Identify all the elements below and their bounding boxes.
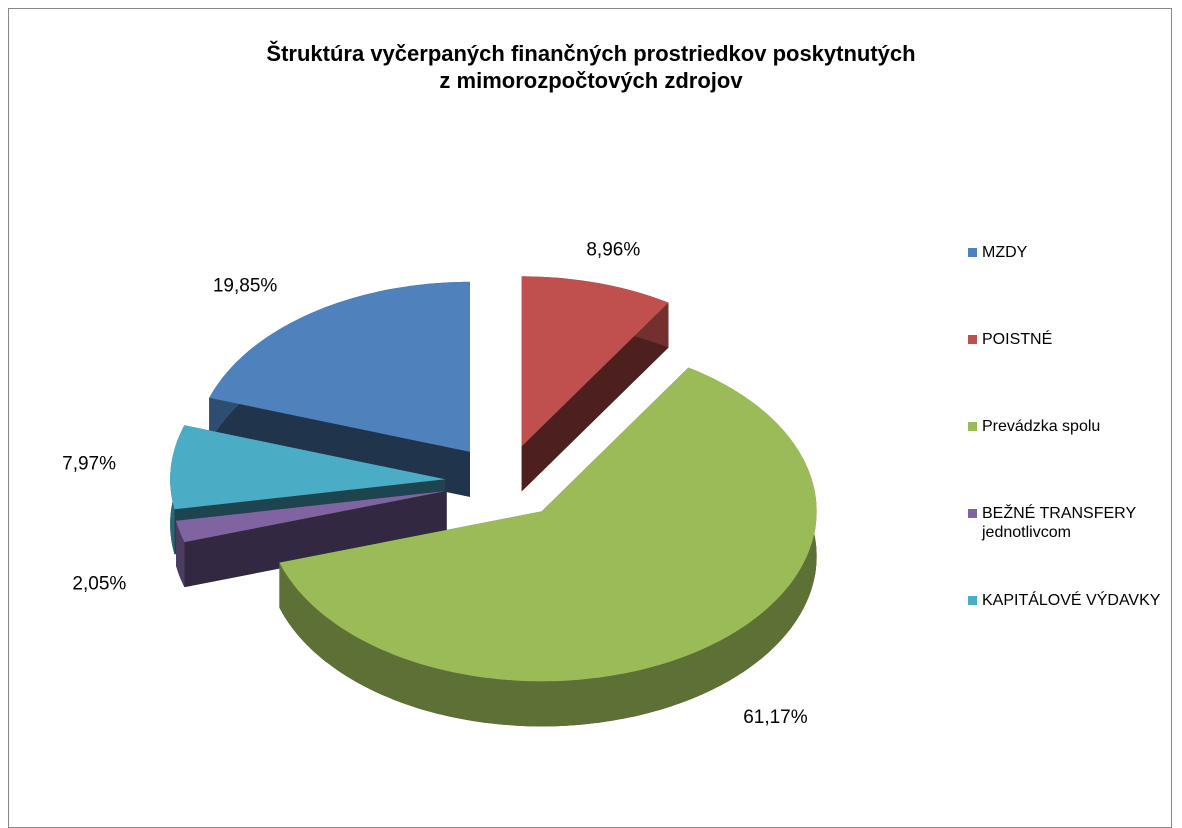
pie-slice <box>521 276 669 492</box>
legend-swatch <box>968 422 977 431</box>
data-label: 8,96% <box>586 239 640 260</box>
legend-label: Prevádzka spolu <box>982 418 1101 435</box>
legend-swatch <box>968 248 977 257</box>
legend-label: MZDY <box>982 244 1028 261</box>
legend-entry: Prevádzka spolu <box>968 417 1162 436</box>
pie-slice <box>279 367 817 727</box>
slice-top <box>176 490 447 543</box>
data-label: 7,97% <box>62 453 116 474</box>
slice-top <box>209 281 470 452</box>
data-label: 2,05% <box>72 574 126 595</box>
slice-top <box>170 425 446 510</box>
slice-outer-wall <box>176 520 185 588</box>
legend-entry: MZDY <box>968 243 1162 262</box>
legend-swatch <box>968 509 977 518</box>
legend-swatch <box>968 335 977 344</box>
legend-label: KAPITÁLOVÉ VÝDAVKY <box>982 592 1161 609</box>
legend-swatch <box>968 596 977 605</box>
legend-label: BEŽNÉ TRANSFERY jednotlivcom <box>982 505 1136 541</box>
data-label: 19,85% <box>213 275 278 296</box>
legend-entry: BEŽNÉ TRANSFERY jednotlivcom <box>968 504 1162 542</box>
slice-top <box>521 276 669 447</box>
slice-radial-wall <box>521 302 669 492</box>
legend-label: POISTNÉ <box>982 331 1053 348</box>
chart-title: Štruktúra vyčerpaných finančných prostri… <box>266 41 916 93</box>
slice-top <box>279 367 817 682</box>
legend-entry: KAPITÁLOVÉ VÝDAVKY <box>968 591 1162 610</box>
legend-entry: POISTNÉ <box>968 330 1162 349</box>
slice-radial-wall <box>176 490 447 566</box>
data-label: 61,17% <box>743 707 808 728</box>
